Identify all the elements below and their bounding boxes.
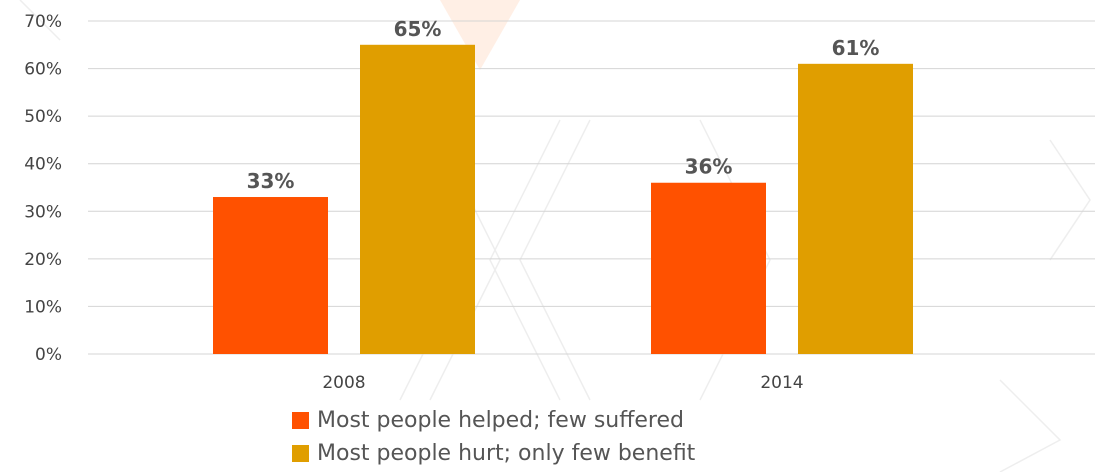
y-tick-label: 70% [24, 12, 62, 32]
bar-chart: 0% 10% 20% 30% 40% 50% 60% 70% 33% 65% 36% 61% 200… [24, 12, 1095, 393]
y-tick-label: 20% [24, 250, 62, 270]
legend-label-helped: Most people helped; few suffered [317, 408, 684, 433]
bars [213, 44, 913, 355]
legend-item-hurt: Most people hurt; only few benefit [292, 437, 695, 470]
y-tick-label: 0% [35, 345, 62, 365]
x-axis-categories: 2008 2014 [322, 373, 803, 393]
y-tick-label: 50% [24, 107, 62, 127]
legend-item-helped: Most people helped; few suffered [292, 404, 695, 437]
legend-swatch-hurt [292, 445, 309, 462]
data-label-2008-series-1: 33% [247, 169, 295, 193]
legend: Most people helped; few suffered Most pe… [292, 404, 695, 470]
y-tick-label: 40% [24, 155, 62, 175]
bar-2014-series-2 [798, 63, 913, 355]
legend-swatch-helped [292, 412, 309, 429]
x-category-label: 2008 [322, 373, 365, 393]
data-label-2014-series-2: 61% [832, 36, 880, 60]
y-tick-label: 10% [24, 297, 62, 317]
y-tick-label: 60% [24, 60, 62, 80]
data-labels: 33% 65% 36% 61% [247, 17, 880, 193]
data-label-2008-series-2: 65% [394, 17, 442, 41]
x-category-label: 2014 [760, 373, 803, 393]
bar-2014-series-1 [651, 182, 766, 354]
bar-2008-series-2 [360, 44, 475, 355]
data-label-2014-series-1: 36% [685, 155, 733, 179]
y-axis-ticks: 0% 10% 20% 30% 40% 50% 60% 70% [24, 12, 62, 365]
y-tick-label: 30% [24, 202, 62, 222]
legend-label-hurt: Most people hurt; only few benefit [317, 441, 696, 466]
bar-2008-series-1 [213, 197, 328, 354]
